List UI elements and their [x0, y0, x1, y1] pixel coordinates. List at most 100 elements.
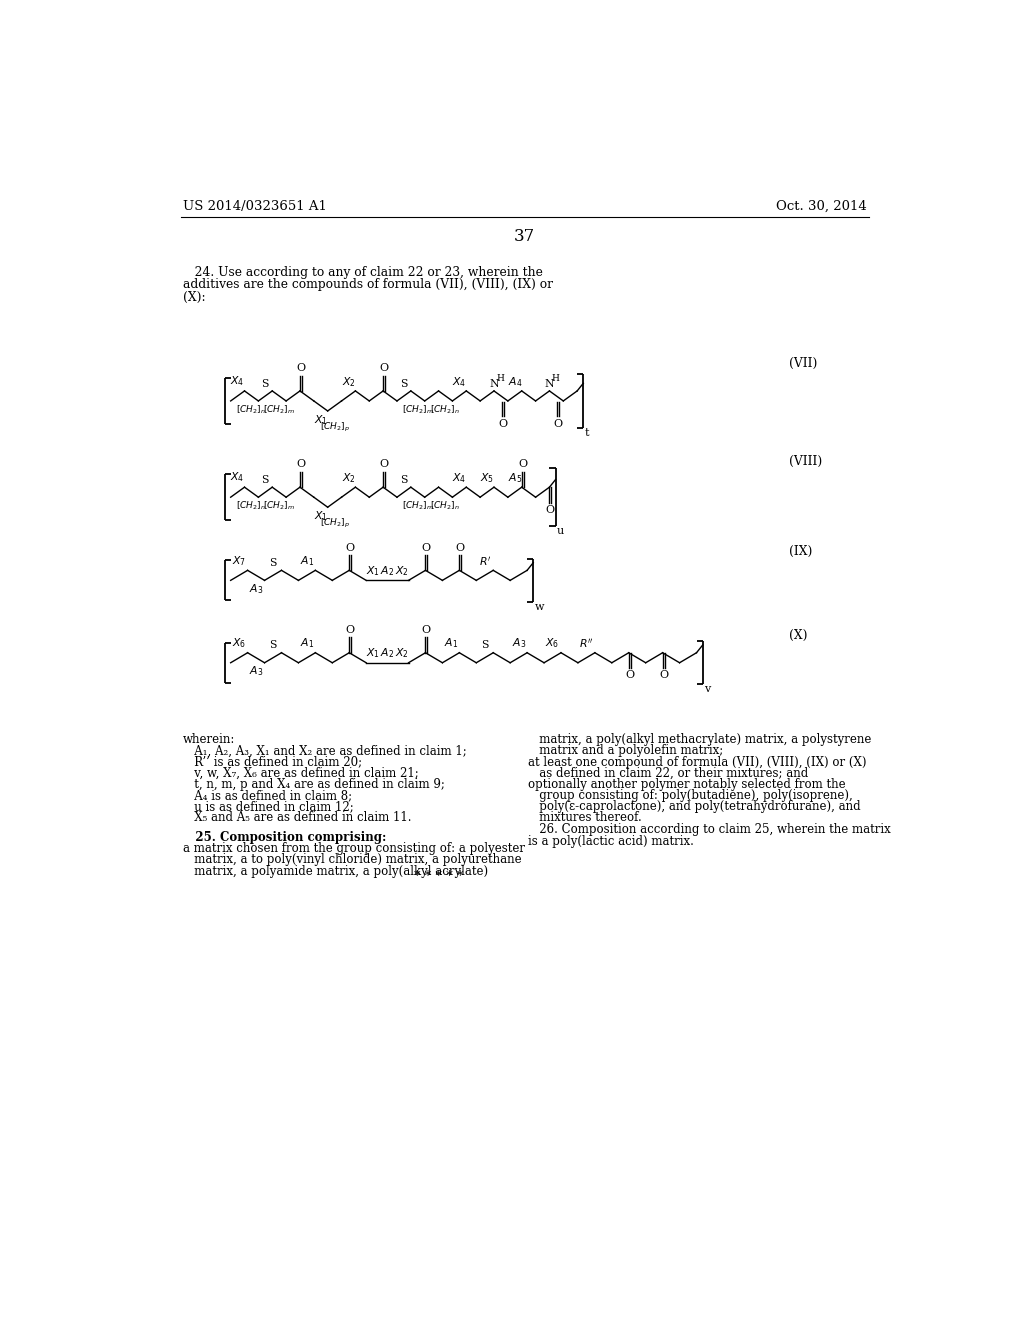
Text: $[CH_2]_m$: $[CH_2]_m$	[401, 404, 434, 416]
Text: 25. Composition comprising:: 25. Composition comprising:	[183, 832, 386, 843]
Text: S: S	[261, 379, 269, 388]
Text: $X_5$: $X_5$	[480, 471, 495, 484]
Text: S: S	[269, 558, 276, 568]
Text: O: O	[659, 671, 668, 680]
Text: $X_4$: $X_4$	[453, 471, 467, 484]
Text: H: H	[497, 375, 504, 383]
Text: $X_1$: $X_1$	[366, 564, 380, 578]
Text: S: S	[269, 640, 276, 651]
Text: $X_4$: $X_4$	[230, 470, 245, 484]
Text: —: —	[389, 576, 400, 585]
Text: N: N	[489, 379, 499, 389]
Text: matrix, a polyamide matrix, a poly(alkyl acrylate): matrix, a polyamide matrix, a poly(alkyl…	[183, 865, 488, 878]
Text: —: —	[389, 657, 400, 668]
Text: $A_1$: $A_1$	[300, 636, 314, 651]
Text: O: O	[518, 459, 527, 470]
Text: N: N	[545, 379, 554, 389]
Text: $[CH_2]_n$: $[CH_2]_n$	[237, 404, 266, 416]
Text: $X_2$: $X_2$	[395, 647, 410, 660]
Text: $X_2$: $X_2$	[395, 564, 410, 578]
Text: (VII): (VII)	[788, 356, 817, 370]
Text: u: u	[557, 527, 564, 536]
Text: $A_1$: $A_1$	[443, 636, 458, 651]
Text: $[CH_2]_p$: $[CH_2]_p$	[319, 517, 349, 531]
Text: optionally another polymer notably selected from the: optionally another polymer notably selec…	[528, 777, 846, 791]
Text: O: O	[296, 459, 305, 470]
Text: $R''$: $R''$	[580, 638, 594, 651]
Text: $X_2$: $X_2$	[342, 471, 355, 484]
Text: $X_6$: $X_6$	[546, 636, 560, 651]
Text: t, n, m, p and X₄ are as defined in claim 9;: t, n, m, p and X₄ are as defined in clai…	[183, 777, 444, 791]
Text: a matrix chosen from the group consisting of: a polyester: a matrix chosen from the group consistin…	[183, 842, 525, 855]
Text: 37: 37	[514, 228, 536, 246]
Text: 26. Composition according to claim 25, wherein the matrix: 26. Composition according to claim 25, w…	[528, 824, 891, 837]
Text: $[CH_2]_n$: $[CH_2]_n$	[237, 499, 266, 512]
Text: (X):: (X):	[183, 290, 206, 304]
Text: O: O	[456, 543, 465, 553]
Text: O: O	[346, 626, 354, 635]
Text: group consisting of: poly(butadiene), poly(isoprene),: group consisting of: poly(butadiene), po…	[528, 789, 853, 803]
Text: $[CH_2]_m$: $[CH_2]_m$	[401, 499, 434, 512]
Text: S: S	[481, 640, 488, 651]
Text: O: O	[296, 363, 305, 374]
Text: 24. Use according to any of claim 22 or 23, wherein the: 24. Use according to any of claim 22 or …	[183, 265, 543, 279]
Text: X₅ and A₅ are as defined in claim 11.: X₅ and A₅ are as defined in claim 11.	[183, 812, 412, 825]
Text: O: O	[380, 363, 388, 374]
Text: v, w, X₇, X₆ are as defined in claim 21;: v, w, X₇, X₆ are as defined in claim 21;	[183, 767, 419, 780]
Text: v: v	[705, 684, 711, 694]
Text: matrix and a polyolefin matrix;: matrix and a polyolefin matrix;	[528, 744, 723, 758]
Text: $A_3$: $A_3$	[512, 636, 525, 651]
Text: $[CH_2]_p$: $[CH_2]_p$	[319, 421, 349, 434]
Text: t: t	[585, 428, 590, 438]
Text: S: S	[400, 475, 408, 484]
Text: O: O	[625, 671, 634, 680]
Text: mixtures thereof.: mixtures thereof.	[528, 812, 642, 825]
Text: w: w	[535, 602, 545, 612]
Text: $X_4$: $X_4$	[230, 374, 245, 388]
Text: * * * * *: * * * * *	[414, 870, 463, 883]
Text: A₄ is as defined in claim 8;: A₄ is as defined in claim 8;	[183, 789, 352, 803]
Text: $A_3$: $A_3$	[249, 664, 263, 678]
Text: US 2014/0323651 A1: US 2014/0323651 A1	[183, 199, 327, 213]
Text: O: O	[422, 543, 431, 553]
Text: $R'$: $R'$	[478, 554, 490, 568]
Text: additives are the compounds of formula (VII), (VIII), (IX) or: additives are the compounds of formula (…	[183, 279, 553, 292]
Text: $X_4$: $X_4$	[453, 375, 467, 388]
Text: $X_6$: $X_6$	[232, 636, 246, 651]
Text: O: O	[346, 543, 354, 553]
Text: is a poly(lactic acid) matrix.: is a poly(lactic acid) matrix.	[528, 834, 693, 847]
Text: $A_4$: $A_4$	[508, 375, 522, 388]
Text: $X_2$: $X_2$	[342, 375, 355, 388]
Text: H: H	[552, 375, 559, 383]
Text: (X): (X)	[788, 630, 807, 643]
Text: O: O	[498, 418, 507, 429]
Text: S: S	[400, 379, 408, 388]
Text: (IX): (IX)	[788, 545, 812, 557]
Text: $A_2$: $A_2$	[380, 647, 394, 660]
Text: O: O	[546, 506, 555, 515]
Text: (VIII): (VIII)	[788, 455, 822, 469]
Text: $X_1$: $X_1$	[313, 413, 328, 428]
Text: u is as defined in claim 12;: u is as defined in claim 12;	[183, 800, 353, 813]
Text: $[CH_2]_m$: $[CH_2]_m$	[263, 404, 295, 416]
Text: as defined in claim 22, or their mixtures; and: as defined in claim 22, or their mixture…	[528, 767, 808, 780]
Text: O: O	[380, 459, 388, 470]
Text: —: —	[375, 657, 386, 668]
Text: matrix, a poly(alkyl methacrylate) matrix, a polystyrene: matrix, a poly(alkyl methacrylate) matri…	[528, 733, 871, 746]
Text: Oct. 30, 2014: Oct. 30, 2014	[776, 199, 866, 213]
Text: O: O	[554, 418, 562, 429]
Text: at least one compound of formula (VII), (VIII), (IX) or (X): at least one compound of formula (VII), …	[528, 755, 866, 768]
Text: R’’ is as defined in claim 20;: R’’ is as defined in claim 20;	[183, 755, 362, 768]
Text: $A_1$: $A_1$	[300, 554, 314, 568]
Text: $X_1$: $X_1$	[313, 510, 328, 523]
Text: $[CH_2]_n$: $[CH_2]_n$	[430, 499, 461, 512]
Text: A₁, A₂, A₃, X₁ and X₂ are as defined in claim 1;: A₁, A₂, A₃, X₁ and X₂ are as defined in …	[183, 744, 467, 758]
Text: S: S	[261, 475, 269, 484]
Text: $X_1$: $X_1$	[366, 647, 380, 660]
Text: O: O	[422, 626, 431, 635]
Text: —: —	[375, 576, 386, 585]
Text: $A_5$: $A_5$	[508, 471, 522, 484]
Text: $[CH_2]_n$: $[CH_2]_n$	[430, 404, 461, 416]
Text: $X_7$: $X_7$	[232, 554, 246, 568]
Text: $A_3$: $A_3$	[249, 582, 263, 595]
